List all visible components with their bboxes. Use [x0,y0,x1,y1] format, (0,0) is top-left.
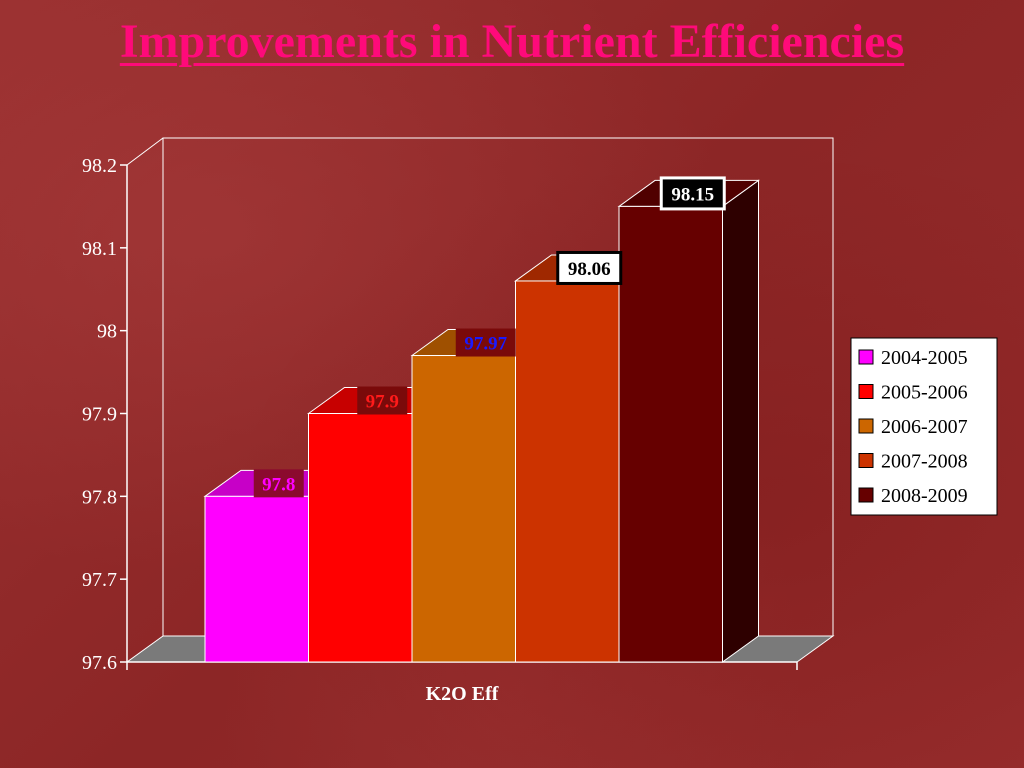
chart-frame [126,137,834,636]
bar-front [411,355,516,663]
left-wall-top [126,137,164,166]
data-label: 98.15 [659,176,726,211]
label-bg [662,179,723,208]
bar-front [618,205,723,663]
bar-2008-2009 [617,179,761,663]
y-tick-label: 97.9 [82,404,117,426]
legend-swatch [858,453,874,468]
y-tick-label: 97.7 [82,569,117,591]
y-tick-label: 98.1 [82,238,117,260]
bar-side [722,179,759,663]
legend-swatch [858,418,874,434]
legend-label: 2006-2007 [881,416,968,438]
slide-title: Improvements in Nutrient Efficiencies [119,15,905,68]
label-bg [455,328,516,357]
bar-front [515,280,620,663]
legend-swatch [858,487,874,503]
bar-front [308,413,413,663]
data-label-text: 97.9 [366,392,399,413]
data-label-text: 98.06 [568,259,611,280]
label-bg [357,386,408,415]
legend-item: 2007-2008 [858,451,968,473]
category-label: K2O Eff [426,683,499,705]
y-tick-label: 97.8 [82,486,117,508]
back-wall [162,137,834,636]
data-label: 97.8 [253,469,304,498]
legend-label: 2008-2009 [881,485,968,507]
legend-swatch [858,384,874,399]
label-bg [253,469,304,498]
data-label-text: 97.8 [262,474,295,495]
legend-item: 2006-2007 [858,416,968,438]
legend: 2004-2005 2005-2006 2006-2007 2007-2008 2008… [850,337,998,516]
data-label-text: 98.15 [671,184,714,205]
x-axis: K2O Eff [426,683,499,705]
data-label: 98.06 [556,250,623,285]
bar-series [203,179,761,663]
bar-front [204,495,309,663]
legend-item: 2008-2009 [858,485,968,507]
y-tick-label: 97.6 [82,652,117,674]
data-labels: 97.8 97.9 97.97 98.06 98.15 [253,176,726,498]
label-bg [559,253,620,282]
legend-label: 2005-2006 [881,382,968,404]
legend-swatch [858,349,874,365]
y-tick-label: 98.2 [82,155,117,177]
legend-item: 2005-2006 [858,382,968,404]
y-axis: 97.6 97.7 97.8 97.9 98 98.1 98.2 [82,155,798,674]
data-label-text: 97.97 [464,334,507,355]
data-label: 97.97 [455,328,516,357]
y-tick-label: 98 [97,321,117,343]
data-label: 97.9 [357,386,408,415]
legend-item: 2004-2005 [858,347,968,369]
legend-label: 2007-2008 [881,451,968,473]
legend-box [850,337,998,516]
legend-label: 2004-2005 [881,347,968,369]
